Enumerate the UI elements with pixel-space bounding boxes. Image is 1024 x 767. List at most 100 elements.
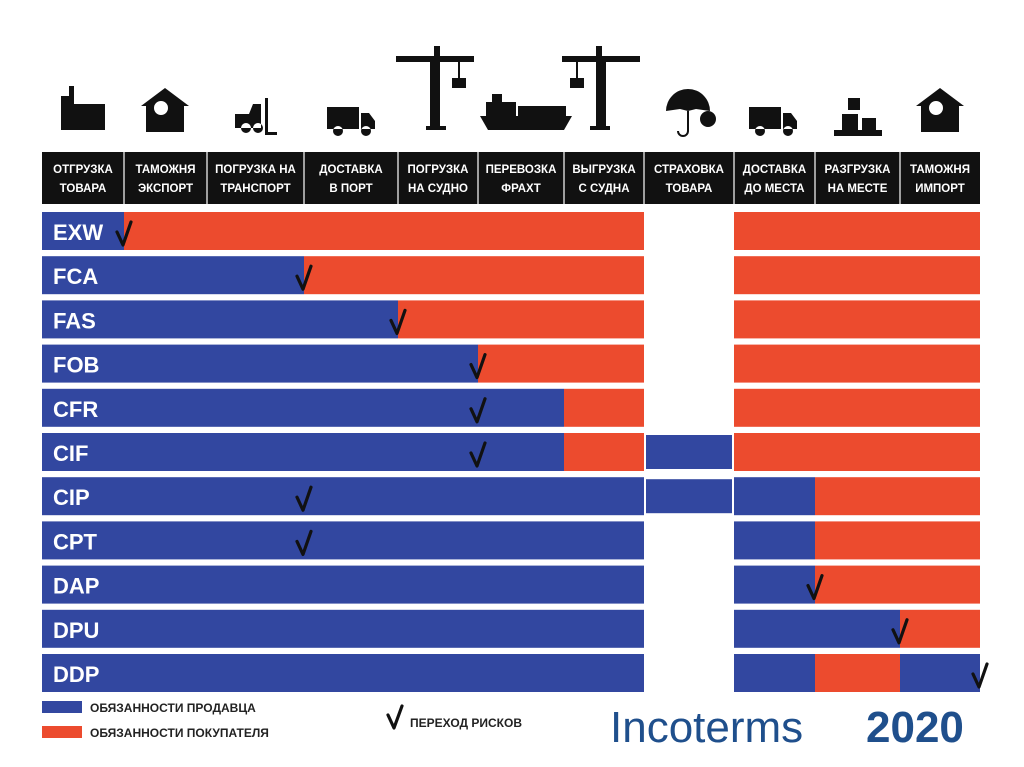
insurance-not-required-cell xyxy=(646,523,732,558)
buyer-segment xyxy=(304,256,398,295)
column-header-line2: ТРАНСПОРТ xyxy=(220,183,290,195)
seller-segment xyxy=(478,477,564,516)
buyer-segment xyxy=(207,212,304,250)
seller-segment xyxy=(564,565,644,604)
column-header: ДОСТАВКА В ПОРТ xyxy=(303,152,383,204)
term-row: DDP xyxy=(42,654,989,692)
column-header-line1: ПЕРЕВОЗКА xyxy=(486,164,557,176)
seller-segment xyxy=(398,344,478,383)
seller-segment xyxy=(815,609,900,648)
column-header-line2: ТОВАРА xyxy=(60,183,107,195)
term-row: FOB xyxy=(42,344,980,383)
seller-segment xyxy=(304,654,398,692)
buyer-segment xyxy=(564,388,644,427)
term-row: FAS xyxy=(42,300,980,339)
insurance-not-required-cell xyxy=(646,214,732,248)
seller-segment xyxy=(564,521,644,560)
insurance-not-required-cell xyxy=(646,567,732,602)
header-background xyxy=(42,152,980,204)
risk-transfer-check-icon xyxy=(469,353,487,380)
risk-transfer-check-icon xyxy=(389,308,407,335)
seller-segment xyxy=(124,521,207,560)
seller-segment xyxy=(207,565,304,604)
column-header-line2: НА МЕСТЕ xyxy=(828,183,888,195)
column-header-line1: ОТГРУЗКА xyxy=(53,164,113,176)
buyer-segment xyxy=(815,477,900,516)
term-row: DPU xyxy=(42,609,980,648)
buyer-segment xyxy=(564,212,644,250)
risk-transfer-check-icon xyxy=(891,618,909,645)
risk-transfer-check-icon xyxy=(295,485,313,512)
term-label-cell xyxy=(42,256,124,295)
legend-seller-swatch xyxy=(42,701,82,713)
insurance-not-required-cell xyxy=(646,258,732,293)
legend-risk-label: ПЕРЕХОД РИСКОВ xyxy=(410,716,522,730)
buyer-segment xyxy=(398,300,478,339)
cargo-ship-icon xyxy=(480,94,572,130)
buyer-segment xyxy=(900,388,980,427)
customs-house-icon xyxy=(141,88,189,132)
risk-transfer-check-icon xyxy=(469,397,487,424)
seller-segment xyxy=(124,433,207,471)
column-header-line1: РАЗГРУЗКА xyxy=(825,164,891,176)
column-header-line1: ТАМОЖНЯ xyxy=(136,164,196,176)
buyer-segment xyxy=(564,344,644,383)
buyer-segment xyxy=(900,477,980,516)
seller-segment xyxy=(564,477,644,516)
buyer-segment xyxy=(815,654,900,692)
buyer-segment xyxy=(124,212,207,250)
column-header-line2: В ПОРТ xyxy=(329,183,372,195)
column-header-line2: ИМПОРТ xyxy=(915,183,965,195)
column-header: ПОГРУЗКА НА СУДНО xyxy=(397,152,468,204)
term-label-cell xyxy=(42,344,124,383)
seller-segment xyxy=(398,565,478,604)
buyer-segment xyxy=(815,300,900,339)
term-row: FCA xyxy=(42,256,980,295)
column-header-row: ОТГРУЗКА ТОВАРА ТАМОЖНЯ ЭКСПОРТ ПОГРУЗКА НА Т… xyxy=(42,152,980,204)
seller-segment xyxy=(478,609,564,648)
seller-segment xyxy=(398,433,478,471)
term-label: DPU xyxy=(53,618,99,643)
term-label: CIF xyxy=(53,441,88,466)
column-header: ВЫГРУЗКА С СУДНА xyxy=(563,152,636,204)
seller-segment xyxy=(398,521,478,560)
column-header-line1: ДОСТАВКА xyxy=(743,164,806,176)
seller-segment xyxy=(207,609,304,648)
buyer-segment xyxy=(478,256,564,295)
seller-segment xyxy=(207,654,304,692)
buyer-segment xyxy=(734,300,815,339)
seller-segment xyxy=(734,521,815,560)
column-header: ДОСТАВКА ДО МЕСТА xyxy=(733,152,806,204)
seller-segment xyxy=(124,256,207,295)
seller-segment xyxy=(564,609,644,648)
seller-segment xyxy=(124,388,207,427)
seller-segment xyxy=(478,565,564,604)
buyer-segment xyxy=(815,565,900,604)
column-header-line1: ТАМОЖНЯ xyxy=(910,164,970,176)
term-label: FCA xyxy=(53,264,98,289)
seller-segment xyxy=(124,300,207,339)
risk-transfer-check-icon xyxy=(971,662,989,689)
legend-buyer-swatch xyxy=(42,726,82,738)
column-header: ТАМОЖНЯ ЭКСПОРТ xyxy=(123,152,196,204)
term-label: EXW xyxy=(53,220,103,245)
buyer-segment xyxy=(900,433,980,471)
term-rows: EXW FCA FAS FOB CFR CIF CIP CPT DAP DPU DDP xyxy=(42,212,989,692)
column-header-line2: НА СУДНО xyxy=(408,183,468,195)
buyer-segment xyxy=(734,433,815,471)
term-row: EXW xyxy=(42,212,980,250)
buyer-segment xyxy=(815,521,900,560)
legend-buyer-label: ОБЯЗАННОСТИ ПОКУПАТЕЛЯ xyxy=(90,726,269,740)
term-label: DAP xyxy=(53,574,99,599)
buyer-segment xyxy=(900,256,980,295)
buyer-segment xyxy=(478,212,564,250)
seller-segment xyxy=(398,388,478,427)
buyer-segment xyxy=(815,388,900,427)
risk-transfer-check-icon xyxy=(115,220,133,247)
buyer-segment xyxy=(734,212,815,250)
seller-segment xyxy=(207,256,304,295)
column-header: ПОГРУЗКА НА ТРАНСПОРТ xyxy=(206,152,296,204)
truck-icon xyxy=(749,107,797,136)
seller-segment xyxy=(734,609,815,648)
